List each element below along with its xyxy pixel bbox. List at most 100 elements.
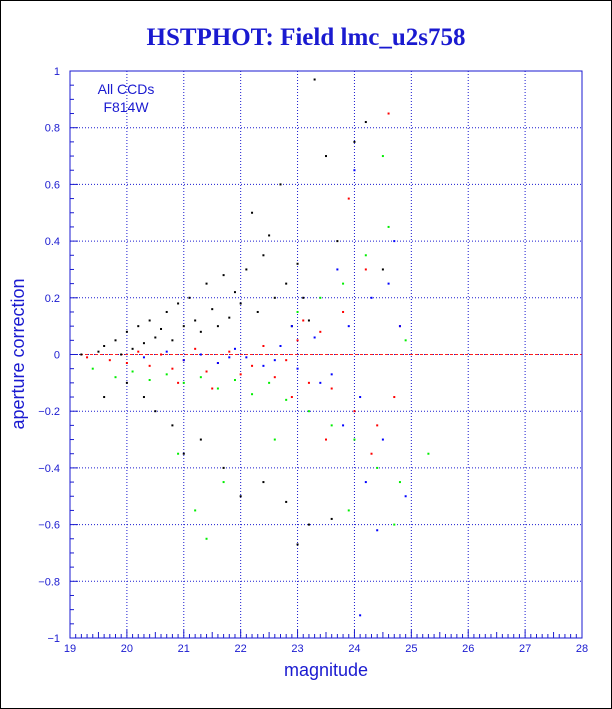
- data-point: [285, 398, 288, 401]
- y-tick-label: 0.6: [45, 179, 60, 191]
- data-point: [370, 452, 373, 455]
- data-point: [160, 353, 163, 356]
- data-point: [228, 356, 231, 359]
- data-point: [353, 438, 356, 441]
- data-point: [108, 359, 111, 362]
- data-point: [148, 364, 151, 367]
- grid: [70, 71, 582, 638]
- data-point: [262, 254, 265, 257]
- data-point: [359, 614, 362, 617]
- data-point: [251, 393, 254, 396]
- data-point: [387, 282, 390, 285]
- data-point: [342, 310, 345, 313]
- data-point: [330, 517, 333, 520]
- data-point: [233, 291, 236, 294]
- data-point: [205, 282, 208, 285]
- data-point: [239, 302, 242, 305]
- data-point: [364, 254, 367, 257]
- data-point: [182, 359, 185, 362]
- data-point: [131, 370, 134, 373]
- x-tick-label: 25: [405, 643, 417, 655]
- data-point: [273, 296, 276, 299]
- data-point: [347, 197, 350, 200]
- data-point: [364, 481, 367, 484]
- data-point: [330, 424, 333, 427]
- data-point: [103, 344, 106, 347]
- data-point: [245, 268, 248, 271]
- data-point: [165, 350, 168, 353]
- data-point: [290, 396, 293, 399]
- data-point: [80, 353, 83, 356]
- y-tick-label: −0.2: [38, 406, 60, 418]
- data-point: [325, 438, 327, 441]
- x-axis-label: magnitude: [284, 660, 368, 680]
- data-point: [205, 537, 208, 540]
- x-tick-label: 19: [64, 643, 76, 655]
- data-point: [381, 268, 384, 271]
- data-point: [103, 396, 106, 399]
- data-point: [205, 370, 208, 373]
- data-point: [86, 356, 89, 359]
- data-point: [211, 387, 214, 390]
- data-point: [125, 381, 128, 384]
- data-point: [228, 316, 231, 319]
- data-point: [182, 381, 185, 384]
- data-point: [268, 381, 271, 384]
- data-point: [199, 438, 202, 441]
- data-point: [251, 364, 254, 367]
- data-point: [233, 379, 236, 382]
- data-point: [222, 274, 225, 277]
- data-point: [313, 78, 316, 81]
- x-tick-label: 28: [576, 643, 588, 655]
- data-point: [171, 424, 174, 427]
- data-point: [313, 336, 316, 339]
- data-point: [273, 438, 276, 441]
- y-tick-label: 0.4: [45, 236, 60, 248]
- y-tick-label: 0.8: [45, 123, 60, 135]
- y-tick-label: −0.4: [38, 463, 60, 475]
- data-point: [177, 302, 180, 305]
- annotation-all-ccds: All CCDs: [98, 81, 155, 97]
- data-point: [239, 495, 242, 498]
- x-tick-label: 27: [519, 643, 531, 655]
- data-point: [393, 396, 396, 399]
- data-point: [142, 356, 145, 359]
- x-tick-label: 20: [121, 643, 133, 655]
- y-tick-label: −1: [47, 633, 60, 645]
- data-point: [142, 342, 145, 345]
- y-axis-label: aperture correction: [8, 278, 28, 429]
- data-point: [262, 344, 265, 347]
- data-point: [216, 325, 219, 328]
- data-point: [142, 396, 145, 399]
- annotation-filter: F814W: [103, 99, 149, 115]
- data-point: [279, 183, 282, 186]
- data-point: [296, 339, 299, 342]
- data-point: [296, 262, 299, 265]
- y-tick-label: 1: [54, 66, 60, 78]
- data-point: [404, 339, 407, 342]
- data-point: [336, 240, 339, 243]
- data-point: [91, 367, 94, 370]
- data-point: [216, 362, 219, 365]
- data-point: [137, 350, 140, 353]
- data-point: [296, 543, 299, 546]
- plot-area-border: [69, 70, 583, 639]
- data-point: [398, 325, 401, 328]
- data-point: [404, 495, 407, 498]
- data-point: [131, 347, 134, 350]
- data-point: [342, 282, 345, 285]
- data-point: [319, 381, 322, 384]
- data-point: [387, 225, 390, 228]
- data-point: [330, 387, 333, 390]
- data-point: [211, 308, 214, 311]
- data-point: [353, 169, 356, 172]
- data-point: [114, 339, 117, 342]
- x-tick-label: 22: [235, 643, 247, 655]
- data-point: [194, 319, 197, 322]
- data-point: [319, 296, 322, 299]
- data-point: [262, 481, 265, 484]
- data-point: [336, 268, 339, 271]
- data-point: [279, 344, 282, 347]
- data-point: [245, 356, 248, 359]
- y-tick-label: −0.8: [38, 576, 60, 588]
